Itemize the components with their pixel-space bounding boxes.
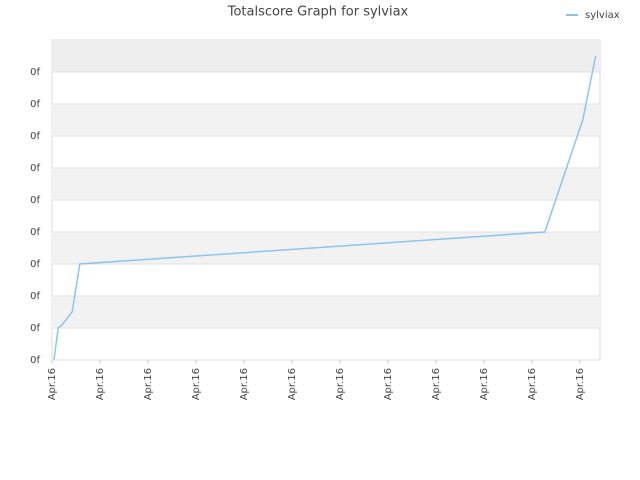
y-tick-label: 0f: [30, 163, 40, 174]
band: [52, 104, 600, 136]
x-tick-label: Apr.16: [191, 368, 202, 400]
band: [52, 232, 600, 264]
legend-label: sylviax: [585, 10, 620, 21]
y-tick-label: 0f: [30, 323, 40, 334]
band: [52, 40, 600, 72]
line: [53, 55, 597, 361]
band: [52, 168, 600, 200]
y-tick-label: 0f: [30, 291, 40, 302]
x-tick-label: Apr.16: [287, 368, 298, 400]
y-tick-label: 0f: [30, 99, 40, 110]
y-tick-label: 0f: [30, 131, 40, 142]
y-tick-label: 0f: [30, 227, 40, 238]
x-tick-label: Apr.16: [47, 368, 58, 400]
x-tick-label: Apr.16: [431, 368, 442, 400]
y-tick-label: 0f: [30, 259, 40, 270]
chart-title: Totalscore Graph for sylviax: [227, 5, 409, 20]
x-tick-label: Apr.16: [575, 368, 586, 400]
y-tick-label: 0f: [30, 355, 40, 366]
x-tick-label: Apr.16: [239, 368, 250, 400]
x-tick-label: Apr.16: [479, 368, 490, 400]
x-tick-label: Apr.16: [527, 368, 538, 400]
x-tick-label: Apr.16: [95, 368, 106, 400]
bands: [52, 40, 600, 328]
x-tick-label: Apr.16: [335, 368, 346, 400]
y-tick-label: 0f: [30, 195, 40, 206]
x-tick-label: Apr.16: [143, 368, 154, 400]
x-tick-label: Apr.16: [383, 368, 394, 400]
band: [52, 296, 600, 328]
y-tick-label: 0f: [30, 67, 40, 78]
